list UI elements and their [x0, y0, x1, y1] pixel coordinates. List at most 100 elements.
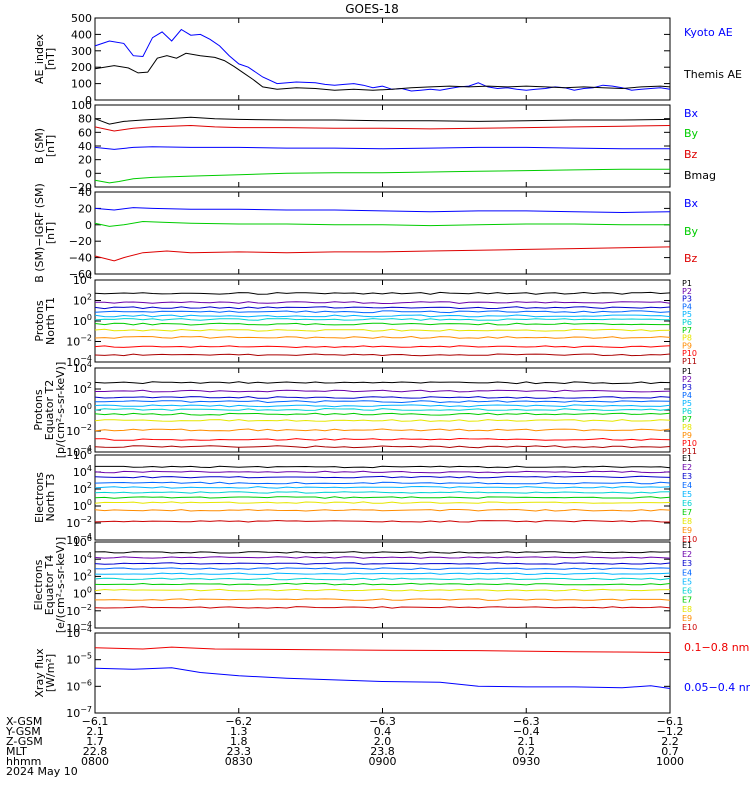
time-axis-value-x-gsm: −6.2 [225, 715, 252, 728]
y-tick-label: −20 [69, 181, 92, 194]
y-tick-label: 10−4 [66, 625, 92, 640]
legend-label: E3 [682, 559, 692, 568]
time-axis-value-x-gsm: −6.1 [82, 715, 109, 728]
time-axis-value-y-gsm: 2.1 [86, 725, 104, 738]
series-line-p1 [94, 381, 671, 385]
series-line-p2 [94, 301, 671, 305]
y-axis-label: [nT] [44, 48, 57, 70]
y-axis-label: Electrons [33, 472, 46, 523]
series-line-e1 [94, 551, 671, 554]
y-axis-label: [p/(cm²-s-sr-keV)] [54, 362, 67, 459]
legend-label: 0.1−0.8 nm [684, 641, 749, 654]
time-axis-row-label: MLT [6, 745, 27, 758]
legend-label: P4 [682, 391, 692, 400]
time-axis-value-mlt: 23.8 [370, 745, 395, 758]
y-tick-label: 60 [78, 126, 92, 139]
time-axis-value-z-gsm: 2.1 [518, 735, 536, 748]
time-axis-value-x-gsm: −6.3 [513, 715, 540, 728]
panel-frame [94, 104, 671, 188]
series-line-themis-ae [94, 52, 671, 91]
y-tick-label: 10−6 [66, 678, 92, 693]
legend-label: E8 [682, 605, 692, 614]
series-line-e9 [95, 598, 671, 601]
series-line-p9 [94, 428, 671, 432]
series-line-0-05-0-4-nm [94, 667, 671, 689]
legend-label: P9 [682, 341, 692, 350]
y-tick-label: 200 [71, 61, 92, 74]
legend-label: E9 [682, 614, 692, 623]
legend-label: P3 [682, 295, 692, 304]
time-axis-value-z-gsm: 1.7 [86, 735, 104, 748]
series-line-p7 [94, 412, 671, 416]
legend-label: P11 [682, 447, 697, 456]
legend-label: P10 [682, 349, 697, 358]
y-tick-label: 104 [73, 551, 92, 566]
series-line-p11 [94, 445, 671, 449]
series-line-p8 [94, 328, 671, 332]
y-tick-label: 106 [73, 534, 92, 549]
y-tick-label: −20 [69, 235, 92, 248]
series-line-p3 [94, 306, 671, 310]
legend-label: P2 [682, 375, 692, 384]
legend-label: E1 [682, 454, 692, 463]
y-tick-label: 104 [73, 464, 92, 479]
y-tick-label: 102 [73, 481, 92, 496]
series-line-p5 [94, 314, 671, 318]
y-axis-label: AE_index [33, 33, 46, 84]
series-line-by [94, 220, 670, 227]
series-line-bz [94, 246, 671, 262]
y-tick-label: 20 [78, 154, 92, 167]
series-line-kyoto-ae [94, 28, 671, 92]
series-line-e4 [94, 567, 671, 570]
time-axis-value-hhmm: 0900 [369, 755, 397, 768]
y-tick-label: −40 [69, 252, 92, 265]
y-tick-label: 100 [73, 498, 92, 513]
y-tick-label: 0 [85, 219, 92, 232]
series-line-e10 [94, 519, 671, 523]
time-axis-value-hhmm: 0800 [81, 755, 109, 768]
legend-label: E4 [682, 568, 692, 577]
legend-label: By [684, 127, 699, 140]
series-line-e7 [94, 496, 671, 499]
series-line-e4 [94, 481, 671, 485]
series-line-0-1-0-8-nm [94, 646, 671, 653]
legend-label: Bmag [684, 169, 716, 182]
legend-label: P7 [682, 326, 692, 335]
legend-label: Bx [684, 107, 699, 120]
y-tick-label: 102 [73, 568, 92, 583]
time-axis-value-mlt: 22.8 [83, 745, 108, 758]
y-tick-label: 20 [78, 202, 92, 215]
legend-label: P7 [682, 415, 692, 424]
time-axis-row-label: Z-GSM [6, 735, 43, 748]
panel-bigrf: −60 −40 −20 0 20 40 B (SM)−IGRF (SM)[nT] Bx By Bz [33, 183, 699, 283]
time-axis-value-z-gsm: 1.8 [230, 735, 248, 748]
time-axis-value-hhmm: 0830 [225, 755, 253, 768]
series-line-e3 [94, 562, 671, 565]
y-axis-label: [nT] [44, 135, 57, 157]
legend-label: E10 [682, 623, 697, 632]
series-line-e8 [94, 588, 671, 592]
y-tick-label: 100 [73, 586, 92, 601]
y-tick-label: 104 [73, 272, 92, 287]
legend-label: P6 [682, 407, 692, 416]
legend-label: Kyoto AE [684, 26, 733, 39]
legend-label: P11 [682, 357, 697, 366]
legend-label: P1 [682, 279, 692, 288]
y-tick-label: 100 [71, 99, 92, 112]
legend-label: P6 [682, 318, 692, 327]
time-axis-value-x-gsm: −6.3 [369, 715, 396, 728]
y-tick-label: 500 [71, 12, 92, 25]
legend-label: E10 [682, 535, 697, 544]
y-axis-label: [W/m²] [44, 654, 57, 692]
series-line-p10 [94, 345, 671, 349]
y-axis-label: Equator T2 [43, 380, 56, 440]
series-line-p2 [95, 389, 671, 393]
legend-label: E6 [682, 499, 692, 508]
legend-label: E1 [682, 541, 692, 550]
series-line-bz [94, 124, 671, 132]
series-line-p10 [95, 437, 671, 441]
series-line-e1 [95, 465, 671, 469]
